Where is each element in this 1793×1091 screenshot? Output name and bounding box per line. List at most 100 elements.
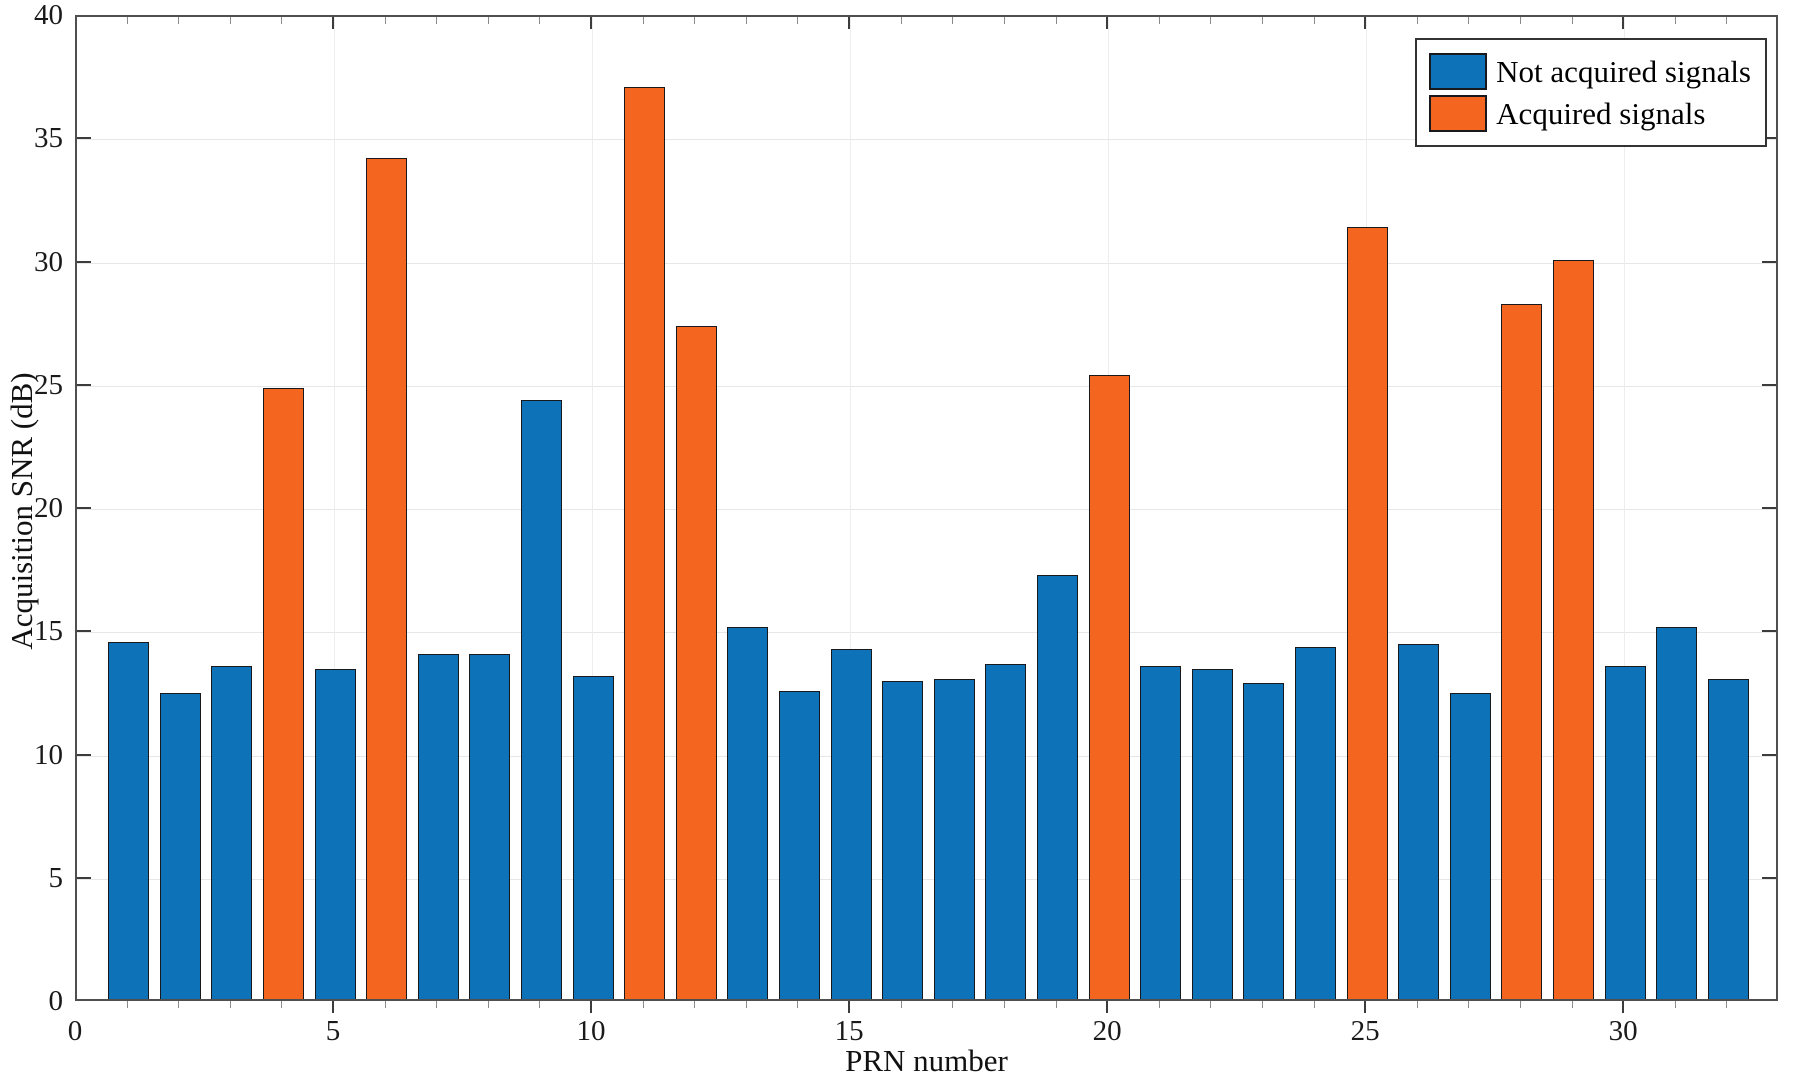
bar-prn-31	[1656, 626, 1698, 999]
bar-prn-32	[1707, 678, 1749, 999]
bar-prn-5	[314, 668, 356, 999]
y-major-tick-right	[1762, 507, 1776, 509]
x-major-tick-top	[1106, 17, 1109, 29]
bar-prn-7	[417, 653, 459, 999]
y-major-tick-left	[77, 383, 91, 386]
bar-prn-22	[1191, 668, 1233, 999]
y-major-tick-right	[1762, 630, 1776, 633]
bar-prn-3	[211, 666, 253, 999]
h-gridline	[77, 262, 1776, 264]
x-minor-tick	[952, 1001, 954, 1008]
bar-prn-2	[159, 693, 201, 999]
x-major-tick-top	[332, 17, 335, 29]
legend: Not acquired signals Acquired signals	[1415, 38, 1767, 147]
x-minor-tick-top	[1210, 17, 1212, 24]
x-tick-label: 0	[67, 1015, 83, 1047]
legend-swatch-acquired-icon	[1429, 95, 1488, 132]
x-tick-label: 30	[1608, 1015, 1638, 1047]
y-major-tick-right	[1762, 753, 1776, 756]
y-major-tick-left	[77, 630, 91, 633]
v-gridline	[850, 17, 852, 999]
legend-row-not-acquired: Not acquired signals	[1429, 53, 1751, 90]
legend-row-acquired: Acquired signals	[1429, 95, 1751, 132]
legend-label-acquired: Acquired signals	[1496, 96, 1706, 131]
x-minor-tick-top	[539, 17, 541, 24]
bar-prn-18	[985, 663, 1027, 999]
x-major-tick	[1106, 1001, 1109, 1013]
x-minor-tick	[1003, 1001, 1005, 1008]
bar-prn-6	[366, 158, 408, 999]
x-minor-tick-top	[178, 17, 180, 24]
v-gridline	[334, 17, 336, 999]
v-gridline	[592, 17, 594, 999]
x-minor-tick-top	[1003, 17, 1005, 24]
x-major-tick-top	[590, 17, 593, 29]
y-tick-label: 20	[34, 492, 63, 524]
x-minor-tick-top	[900, 17, 902, 24]
x-minor-tick	[178, 1001, 180, 1008]
h-gridline	[77, 385, 1776, 387]
bar-prn-27	[1449, 693, 1491, 999]
h-gridline	[77, 509, 1776, 510]
x-minor-tick	[126, 1001, 128, 1008]
y-tick-label: 10	[34, 738, 63, 771]
x-minor-tick-top	[952, 17, 954, 24]
y-major-tick-right	[1762, 137, 1776, 140]
y-major-tick-left	[77, 876, 91, 879]
x-minor-tick	[1571, 1001, 1573, 1008]
x-minor-tick-top	[229, 17, 231, 24]
x-minor-tick-top	[384, 17, 386, 24]
h-gridline	[77, 139, 1776, 141]
x-major-tick	[590, 1001, 593, 1013]
x-minor-tick	[694, 1001, 696, 1008]
bar-prn-26	[1398, 644, 1440, 999]
x-tick-label: 25	[1350, 1015, 1380, 1047]
y-tick-label: 40	[34, 0, 63, 31]
x-minor-tick	[1313, 1001, 1315, 1008]
x-minor-tick-top	[1158, 17, 1160, 24]
x-minor-tick-top	[797, 17, 799, 24]
x-major-tick	[1364, 1001, 1367, 1013]
x-minor-tick	[745, 1001, 747, 1008]
x-major-tick	[332, 1001, 335, 1013]
y-tick-label: 5	[48, 861, 64, 894]
x-minor-tick	[1261, 1001, 1263, 1008]
x-minor-tick-top	[1313, 17, 1315, 24]
x-minor-tick	[1674, 1001, 1676, 1008]
x-minor-tick	[1519, 1001, 1521, 1008]
y-tick-label: 30	[34, 245, 63, 278]
bar-prn-15	[830, 648, 872, 999]
x-minor-tick	[1468, 1001, 1470, 1008]
y-major-tick-right	[1762, 383, 1776, 386]
x-minor-tick	[436, 1001, 438, 1008]
legend-swatch-not-acquired-icon	[1429, 53, 1488, 90]
y-major-tick-left	[77, 753, 91, 756]
bar-prn-4	[262, 387, 304, 999]
bar-prn-21	[1140, 666, 1182, 999]
x-minor-tick-top	[1055, 17, 1057, 24]
bar-prn-1	[108, 641, 150, 999]
x-tick-label: 10	[576, 1015, 606, 1047]
x-minor-tick	[797, 1001, 799, 1008]
x-minor-tick	[1726, 1001, 1728, 1008]
x-major-tick-top	[848, 17, 851, 29]
x-minor-tick	[539, 1001, 541, 1008]
x-minor-tick-top	[436, 17, 438, 24]
bar-prn-17	[933, 678, 975, 999]
bar-prn-28	[1501, 303, 1543, 999]
x-minor-tick	[1210, 1001, 1212, 1008]
h-gridline	[77, 755, 1776, 757]
bar-prn-8	[469, 653, 511, 999]
bar-prn-24	[1295, 646, 1337, 999]
x-major-tick	[848, 1001, 851, 1013]
x-minor-tick	[642, 1001, 644, 1008]
y-major-tick-right	[1762, 260, 1776, 263]
x-minor-tick	[487, 1001, 489, 1008]
bar-prn-13	[727, 626, 769, 999]
x-minor-tick-top	[694, 17, 696, 24]
bar-prn-19	[1037, 575, 1078, 999]
x-major-tick	[1622, 1001, 1625, 1013]
bar-prn-14	[778, 690, 820, 999]
plot-area	[75, 15, 1778, 1001]
x-minor-tick	[281, 1001, 283, 1008]
